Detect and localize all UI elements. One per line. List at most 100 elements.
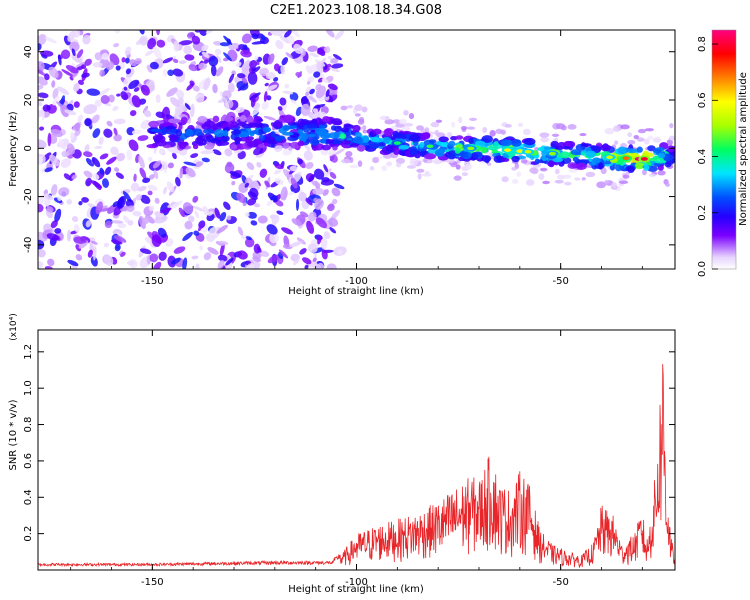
spectral-blob <box>218 240 229 245</box>
spectral-blob <box>151 234 162 247</box>
ridge-blob <box>297 140 305 147</box>
ridge-blob <box>172 119 182 123</box>
ridge-blob <box>671 158 675 163</box>
ridge-blob <box>468 138 474 145</box>
spectral-blob <box>327 94 334 103</box>
spectral-blob <box>147 190 153 196</box>
spectral-blob <box>304 264 309 269</box>
spectral-blob <box>522 128 531 136</box>
spectral-blob <box>121 57 126 63</box>
spectral-blob <box>127 220 134 226</box>
spectral-blob <box>385 116 390 121</box>
spectral-blob <box>152 46 162 59</box>
spectral-blob <box>61 49 71 60</box>
spectral-blob <box>155 94 161 104</box>
spectral-blob <box>461 172 469 177</box>
spectral-blob <box>269 30 284 36</box>
spectral-blob <box>236 192 247 204</box>
spectral-blob <box>154 214 168 224</box>
spectral-blob <box>143 109 152 118</box>
spectral-blob <box>110 239 123 245</box>
spectral-blob <box>551 133 560 137</box>
spectral-blob <box>244 182 250 188</box>
spectral-blob <box>560 125 567 131</box>
spectral-blob <box>289 92 299 102</box>
spectral-blob <box>83 151 93 158</box>
spectral-blob <box>435 119 443 123</box>
ridge-blob <box>178 142 186 150</box>
spectral-blob <box>525 179 535 186</box>
spectral-blob <box>460 126 468 131</box>
spectral-blob <box>142 216 150 225</box>
spectral-blob <box>74 224 80 233</box>
spectral-blob <box>138 155 145 169</box>
spectral-blob <box>446 131 453 138</box>
spectral-blob <box>76 49 84 59</box>
snr-plot-area <box>38 330 675 570</box>
spectral-blob <box>320 148 329 156</box>
ridge-blob <box>600 144 611 152</box>
spectral-blob <box>157 227 167 238</box>
spectral-blob <box>73 236 87 244</box>
spectral-blob <box>161 106 170 121</box>
ridge-core <box>524 149 532 154</box>
spectral-blob <box>38 110 43 118</box>
ridge-core <box>516 149 524 153</box>
spectral-blob <box>104 166 112 175</box>
ridge-blob <box>534 158 540 164</box>
spectral-blob <box>349 164 359 169</box>
spectral-blob <box>38 249 46 258</box>
snr-panel: -150 -100 -50 0.2 0.4 0.6 0.8 1.0 1.2 Height of … <box>8 313 676 595</box>
spectral-blob <box>354 113 361 117</box>
spectral-blob <box>73 82 80 92</box>
spectral-blob <box>114 167 120 172</box>
ridge-blob <box>311 118 318 125</box>
spectral-blob <box>191 35 201 45</box>
ridge-blob <box>511 155 520 163</box>
spectral-blob <box>403 110 409 116</box>
ridge-blob <box>447 154 456 160</box>
spectral-blob <box>190 153 199 159</box>
spectral-blob <box>539 167 548 172</box>
spectral-blob <box>315 217 327 229</box>
spectral-blob <box>516 171 522 177</box>
ridge-blob <box>297 118 306 127</box>
spectral-blob <box>70 132 75 140</box>
colorbar-tick-label: 0.6 <box>697 92 708 108</box>
ridge-blob <box>643 164 650 172</box>
spectral-blob <box>61 69 74 77</box>
spectral-blob <box>123 215 130 224</box>
ridge-blob <box>657 152 666 159</box>
spectral-blob <box>636 137 645 142</box>
spectral-blob <box>303 150 313 161</box>
spectral-blob <box>307 243 318 253</box>
spectral-blob <box>323 46 331 54</box>
spectral-blob <box>57 54 62 66</box>
spectral-blob <box>148 205 155 212</box>
spectral-blob <box>162 57 174 64</box>
spectral-blob <box>183 45 193 55</box>
spectral-blob <box>329 154 338 163</box>
spectral-blob <box>194 210 200 219</box>
ridge-blob <box>434 149 445 157</box>
ridge-blob <box>197 141 205 146</box>
spectral-blob <box>190 103 195 118</box>
spectral-blob <box>73 30 81 38</box>
spectral-blob <box>648 173 657 178</box>
spectral-blob <box>57 86 70 95</box>
spectral-blob <box>46 233 60 241</box>
spectral-blob <box>200 150 215 155</box>
spectral-blob <box>333 183 345 190</box>
spectral-blob <box>66 198 72 205</box>
ridge-blob <box>667 145 675 153</box>
y-tick-label: 0.6 <box>23 453 34 469</box>
ridge-blob <box>562 146 571 150</box>
spectral-blob <box>167 162 174 169</box>
spectral-blob <box>451 121 456 128</box>
spectral-blob <box>295 72 302 78</box>
ridge-blob <box>541 156 548 162</box>
spectral-blob <box>75 254 83 261</box>
ridge-blob <box>356 144 366 152</box>
spectral-blob <box>311 180 321 187</box>
spectral-blob <box>434 129 440 136</box>
